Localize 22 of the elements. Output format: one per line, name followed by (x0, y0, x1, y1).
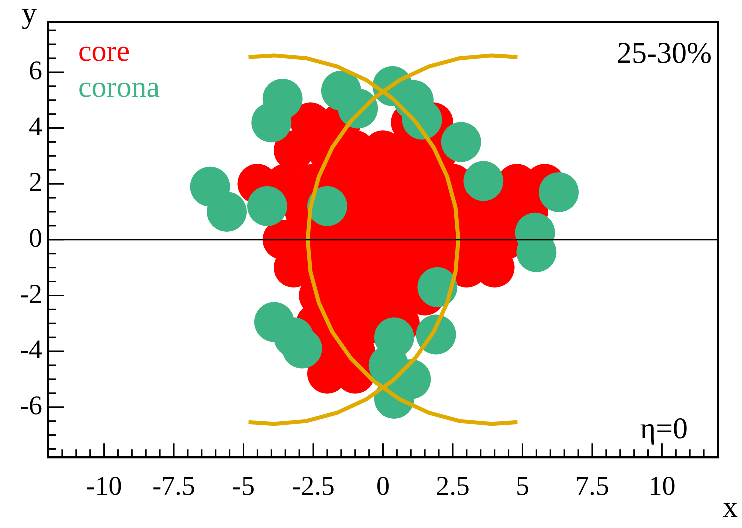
y-tick-label: 2 (28, 167, 42, 198)
y-tick-label: 6 (28, 56, 42, 86)
y-tick-label: 0 (28, 222, 42, 253)
text: core (78, 35, 130, 68)
text: corona (78, 71, 160, 104)
y-tick-label: -4 (20, 334, 43, 365)
x-tick-label: 5 (516, 470, 530, 501)
x-axis-title: x (723, 490, 738, 524)
x-tick-label: 10 (648, 470, 676, 501)
annotation: η=0 (640, 412, 688, 446)
y-tick-label: -2 (20, 278, 42, 309)
x-tick-label: 0 (376, 470, 390, 501)
y-tick-label: -6 (20, 390, 42, 420)
annotation: 25-30% (617, 37, 712, 70)
x-tick-label: 2.5 (436, 470, 470, 501)
x-tick-label: 7.5 (576, 470, 610, 501)
x-tick-label: -7.5 (152, 470, 196, 501)
y-tick-label: 4 (28, 111, 43, 142)
x-tick-label: -2.5 (292, 470, 335, 501)
x-tick-label: -10 (86, 470, 122, 501)
x-tick-label: -5 (232, 470, 256, 501)
y-axis-title: y (22, 0, 37, 30)
